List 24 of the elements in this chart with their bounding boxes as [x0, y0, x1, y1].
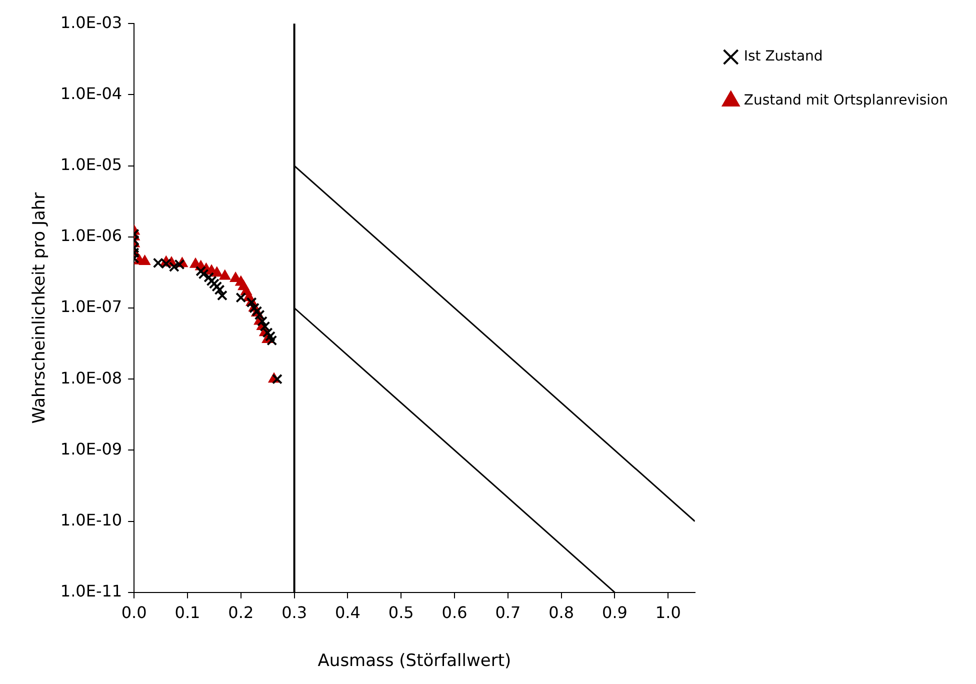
x-tick-label: 0.7 — [495, 603, 521, 622]
x-tick-label: 1.0 — [655, 603, 681, 622]
x-tick-label: 0.3 — [282, 603, 308, 622]
y-axis-title: Wahrscheinlichkeit pro Jahr — [30, 192, 50, 424]
x-axis-title: Ausmass (Störfallwert) — [318, 651, 512, 672]
y-tick-label: 1.0E-04 — [60, 84, 122, 103]
y-tick-label: 1.0E-06 — [60, 226, 122, 246]
x-tick-label: 0.6 — [442, 603, 468, 622]
y-tick-label: 1.0E-11 — [60, 582, 122, 601]
y-tick-label: 1.0E-09 — [60, 439, 122, 458]
legend-label: Ist Zustand — [744, 48, 823, 65]
x-tick-label: 0.1 — [174, 603, 200, 622]
y-tick-label: 1.0E-10 — [60, 510, 122, 530]
x-tick-label: 0.9 — [602, 603, 628, 622]
x-tick-label: 0.8 — [548, 603, 574, 622]
y-tick-label: 1.0E-08 — [60, 368, 122, 388]
y-tick-label: 1.0E-07 — [60, 297, 122, 316]
x-tick-label: 0.4 — [334, 603, 360, 622]
y-tick-label: 1.0E-05 — [60, 154, 122, 174]
x-tick-label: 0.5 — [388, 603, 414, 622]
x-tick-label: 0.0 — [121, 603, 147, 622]
y-tick-label: 1.0E-03 — [60, 12, 122, 32]
legend-label: Zustand mit Ortsplanrevision — [744, 92, 948, 109]
x-tick-label: 0.2 — [228, 603, 254, 622]
